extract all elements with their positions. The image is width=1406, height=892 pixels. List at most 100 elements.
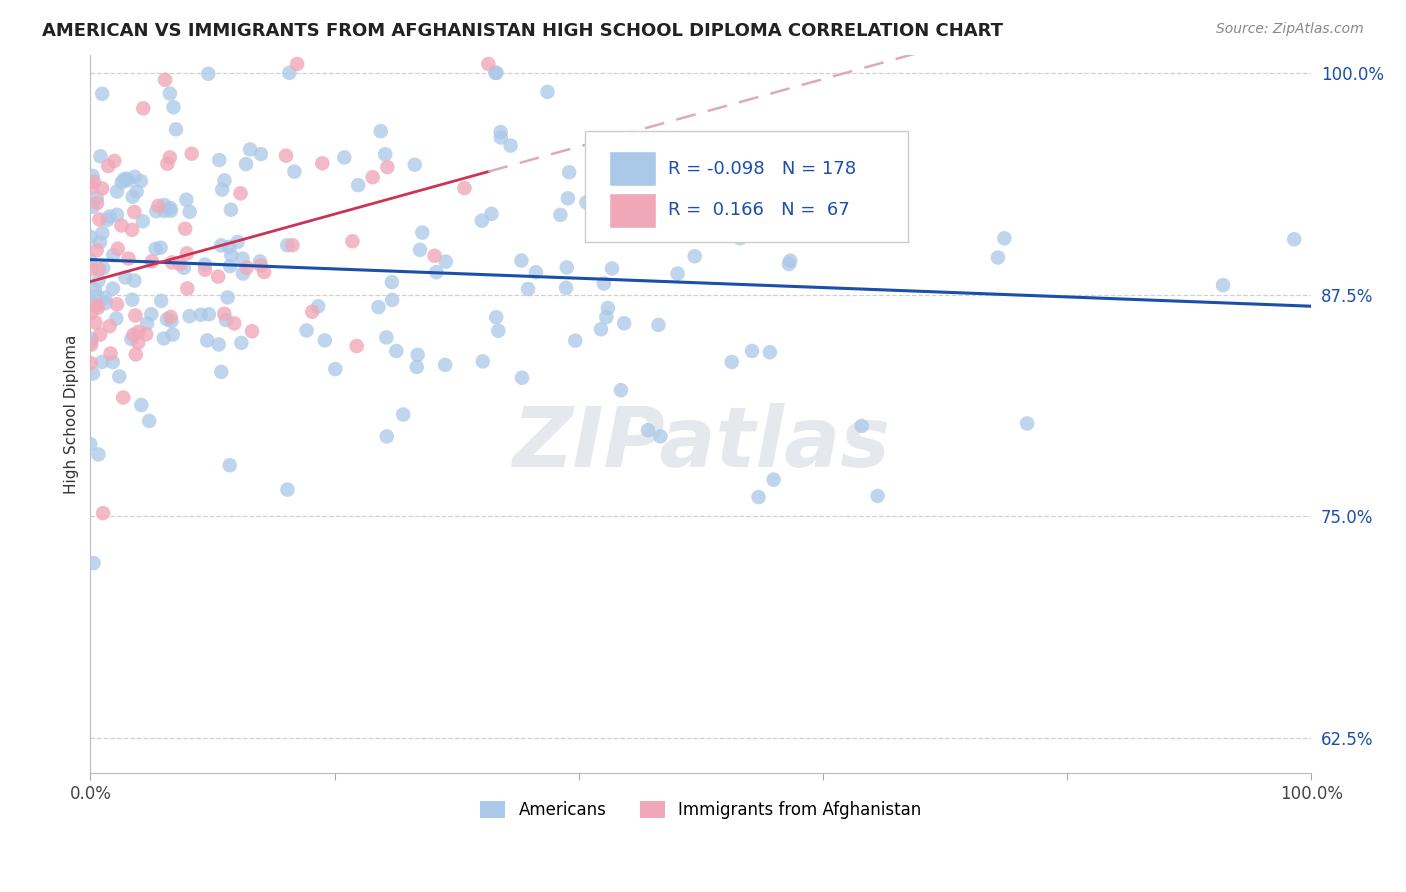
Point [153,203,176,218]
Point [555,260,578,275]
Point [346,339,368,353]
Point [600,261,623,276]
Point [229,186,252,201]
Point [190,308,212,322]
Point [249,259,271,273]
Point [82,200,104,214]
Point [91,506,114,520]
Point [149,241,172,255]
Point [117,173,139,187]
Point [423,249,446,263]
Point [485,66,508,80]
Point [173,260,195,275]
FancyBboxPatch shape [585,130,908,242]
Point [333,151,356,165]
Text: ZIPatlas: ZIPatlas [512,402,890,483]
Point [136,316,159,330]
Point [124,274,146,288]
Point [91,226,114,240]
Point [89,327,111,342]
Point [851,419,873,434]
Point [194,258,217,272]
Point [550,208,572,222]
Point [434,358,457,372]
Point [477,57,499,71]
Point [101,281,124,295]
Point [125,347,148,361]
Point [87,301,110,315]
FancyBboxPatch shape [609,152,655,186]
Point [557,191,579,205]
FancyBboxPatch shape [609,193,655,227]
Point [392,408,415,422]
Point [169,257,191,271]
Point [180,146,202,161]
Point [405,359,427,374]
Point [121,223,143,237]
Point [231,335,253,350]
Text: AMERICAN VS IMMIGRANTS FROM AFGHANISTAN HIGH SCHOOL DIPLOMA CORRELATION CHART: AMERICAN VS IMMIGRANTS FROM AFGHANISTAN … [42,22,1002,40]
Point [347,178,370,193]
Point [122,327,145,342]
Point [558,165,581,179]
Point [361,170,384,185]
Point [101,248,124,262]
Point [124,309,146,323]
Point [195,334,218,348]
Point [105,208,128,222]
Point [124,205,146,219]
Point [89,149,111,163]
Point [637,423,659,437]
Point [132,214,155,228]
Point [87,447,110,461]
Point [159,87,181,101]
Point [209,238,232,252]
Point [89,212,111,227]
Point [778,257,800,271]
Point [613,316,636,330]
Point [159,201,181,215]
Point [103,153,125,168]
Point [152,331,174,345]
Point [80,332,103,346]
Point [97,159,120,173]
Point [150,293,173,308]
Point [89,235,111,250]
Point [1212,278,1234,293]
Point [174,221,197,235]
Point [838,200,860,214]
Point [499,138,522,153]
Point [129,174,152,188]
Point [179,204,201,219]
Point [97,213,120,227]
Point [117,252,139,266]
Point [86,288,108,302]
Point [127,335,149,350]
Point [82,169,104,183]
Point [489,125,512,139]
Point [87,262,110,277]
Point [176,246,198,260]
Point [159,150,181,164]
Point [471,213,494,227]
Point [156,312,179,326]
Point [226,235,249,249]
Point [160,255,183,269]
Point [198,307,221,321]
Point [311,156,333,170]
Point [112,172,135,186]
Point [79,230,101,244]
Point [728,231,751,245]
Point [713,225,735,239]
Point [121,332,143,346]
Point [240,324,263,338]
Point [160,314,183,328]
Point [425,265,447,279]
Point [110,219,132,233]
Point [79,253,101,268]
Point [993,231,1015,245]
Point [453,181,475,195]
Point [276,238,298,252]
Point [131,398,153,412]
Point [207,269,229,284]
